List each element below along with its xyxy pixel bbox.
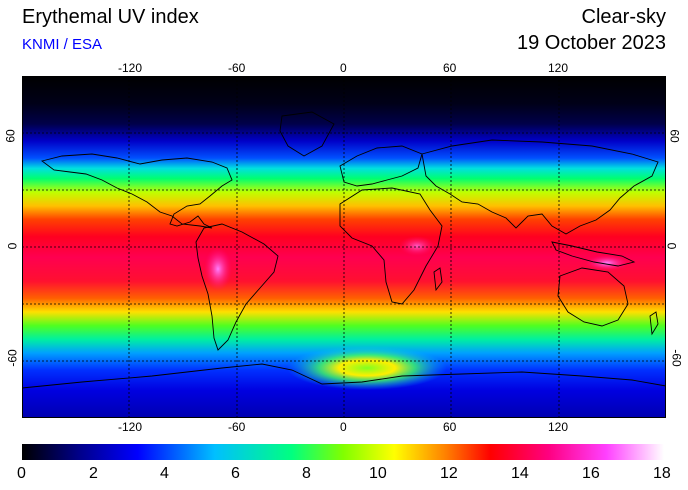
graticule [22,76,666,418]
lon-tick-bottom: 120 [548,420,569,434]
coastline-greenland [279,111,335,157]
lon-tick-bottom: -60 [228,420,246,434]
coastline-asia [421,139,659,235]
map-frame [22,76,666,418]
colorbar-tick: 16 [582,465,600,482]
lat-tick-left: 0 [5,242,20,250]
south-america-hotspot [204,247,232,291]
lat-tick-right: 0 [664,242,679,250]
coastline-africa [339,187,443,305]
lat-tick-right: 60 [667,129,682,143]
coastline-madagascar [433,267,443,292]
lon-tick-bottom: 60 [443,420,457,434]
colorbar-tick: 10 [369,465,387,482]
colorbar-tick: 8 [302,465,311,482]
lon-tick-top: 120 [548,61,569,75]
lat-tick-right: -60 [669,349,684,367]
africa-hotspot [399,236,435,256]
lon-tick-bottom: -120 [118,420,143,434]
colorbar-tick: 0 [17,465,26,482]
colorbar-tick: 2 [89,465,98,482]
lon-tick-top: -120 [118,61,143,75]
colorbar-tick: 6 [231,465,240,482]
coastline-south-america [195,223,279,351]
lon-tick-top: 60 [443,61,457,75]
coastlines [22,111,666,389]
coastline-new-zealand [649,311,659,336]
colorbar-tick: 18 [653,465,671,482]
colorbar-tick: 12 [440,465,458,482]
coastline-europe [339,145,423,187]
uv-index-map [22,76,666,418]
coastline-antarctica [22,363,666,389]
lon-tick-top: -60 [228,61,246,75]
lon-tick-bottom: 0 [340,420,347,434]
antarctic-high-uv-patch [287,346,447,390]
colorbar-tick: 4 [160,465,169,482]
sky-condition-label: Clear-sky [581,6,666,28]
date-label: 19 October 2023 [517,32,666,54]
credit-label: KNMI / ESA [22,36,103,53]
maritime-hotspot [585,255,629,271]
colorbar-gradient [22,444,664,460]
coastline-indonesia [551,241,636,267]
colorbar [22,444,664,460]
lat-tick-left: 60 [3,129,18,143]
colorbar-tick: 14 [511,465,529,482]
coastline-australia [557,267,629,327]
map-title: Erythemal UV index [22,6,199,28]
lat-tick-left: -60 [5,349,20,367]
lon-tick-top: 0 [340,61,347,75]
